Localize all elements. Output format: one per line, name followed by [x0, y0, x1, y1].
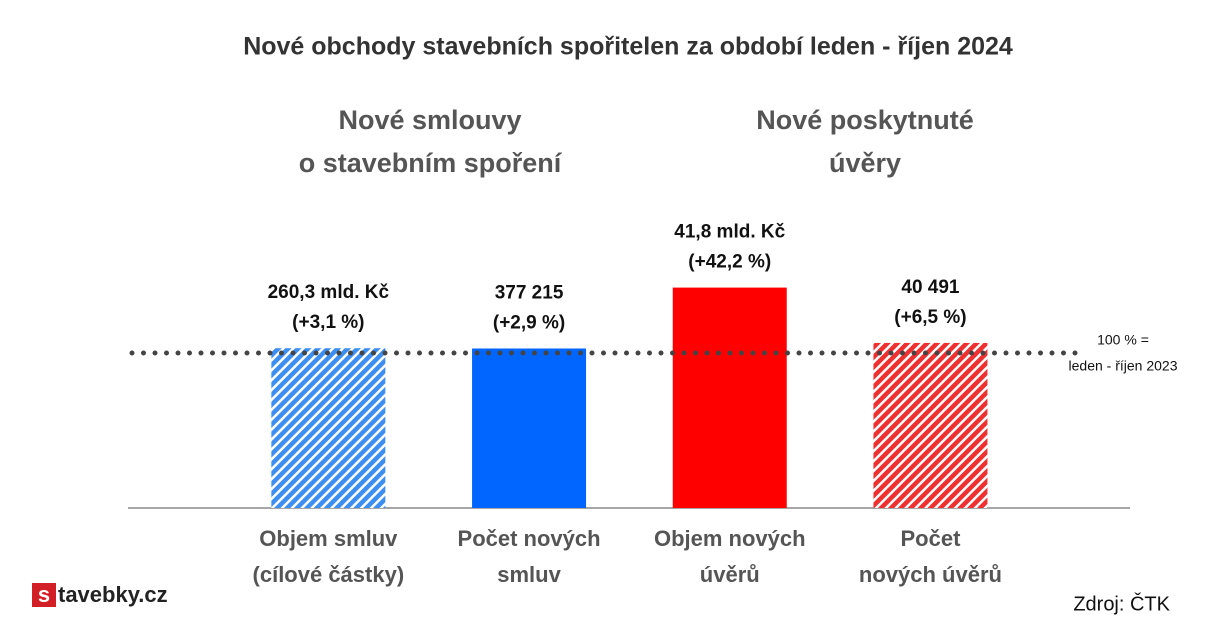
- bar-total-label: 41,8 mld. Kč: [674, 222, 785, 243]
- reference-label: leden - říjen 2023: [1069, 358, 1178, 374]
- bar-total-label: 40 491: [901, 277, 960, 298]
- source: Zdroj: ČTK: [1073, 592, 1170, 615]
- x-tick-label: smluv: [497, 562, 561, 587]
- value-label: (+6,5 %): [894, 307, 966, 328]
- value-label: (+3,1 %): [292, 312, 364, 333]
- x-tick-label: nových úvěrů: [859, 562, 1002, 587]
- bar: [472, 348, 587, 508]
- logo-box: [32, 583, 56, 607]
- x-tick-label: (cílové částky): [253, 562, 405, 587]
- bar: [873, 342, 988, 508]
- group-label: Nové smlouvy: [338, 105, 521, 135]
- bar-total-label: 260,3 mld. Kč: [268, 282, 390, 303]
- bar-total-label: 377 215: [495, 283, 564, 304]
- x-tick-label: Objem nových: [654, 526, 806, 551]
- logo-initial: s: [38, 582, 50, 607]
- bar: [672, 287, 787, 508]
- x-tick-label: Počet nových: [458, 526, 601, 551]
- value-label: (+42,2 %): [688, 252, 771, 273]
- logo-text: tavebky.cz: [58, 582, 168, 607]
- x-tick-label: úvěrů: [700, 562, 760, 587]
- chart-title: Nové obchody stavebních spořitelen za ob…: [243, 33, 1013, 61]
- reference-label: 100 % =: [1097, 332, 1149, 348]
- group-label: úvěry: [829, 148, 901, 178]
- x-tick-label: Objem smluv: [259, 526, 398, 551]
- value-label: (+2,9 %): [493, 313, 565, 334]
- x-tick-label: Počet: [900, 526, 961, 551]
- bar: [271, 348, 386, 508]
- group-label: o stavebním spoření: [299, 148, 563, 178]
- group-label: Nové poskytnuté: [756, 105, 974, 135]
